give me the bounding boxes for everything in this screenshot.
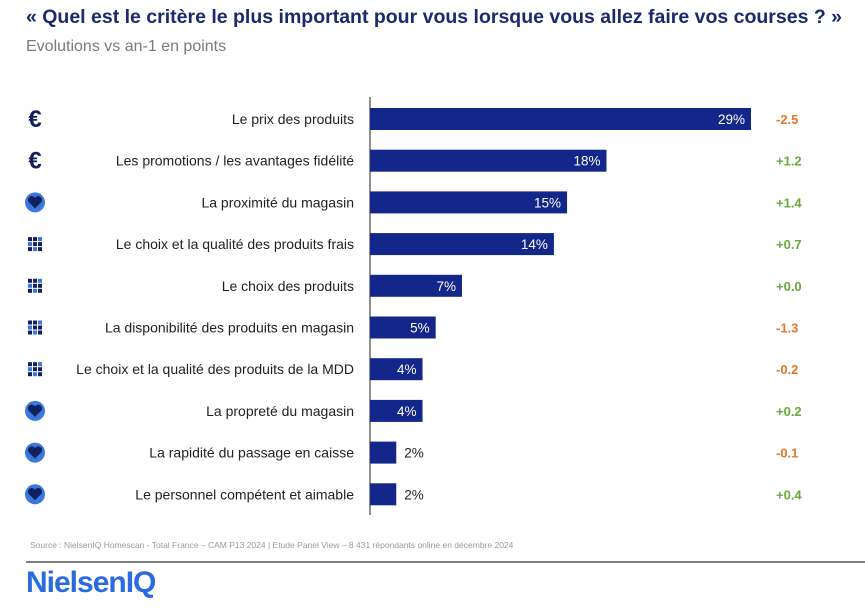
evolution-label: +0.0 bbox=[776, 279, 802, 294]
evolution-label: -0.1 bbox=[776, 446, 798, 461]
svg-text:€: € bbox=[28, 106, 41, 133]
grid-icon bbox=[28, 237, 42, 252]
category-label: Les promotions / les avantages fidélité bbox=[116, 153, 354, 169]
euro-icon: € bbox=[28, 148, 41, 175]
category-label: Le prix des produits bbox=[232, 111, 354, 127]
evolution-label: +0.4 bbox=[776, 487, 802, 502]
category-label: Le choix et la qualité des produits frai… bbox=[116, 236, 354, 252]
value-label: 4% bbox=[397, 404, 417, 419]
bar bbox=[370, 483, 397, 506]
bar bbox=[370, 441, 397, 464]
value-label: 14% bbox=[521, 237, 548, 252]
evolution-label: +0.7 bbox=[776, 237, 802, 252]
category-label: La propreté du magasin bbox=[206, 403, 354, 419]
category-label: Le personnel compétent et aimable bbox=[135, 486, 354, 502]
nielseniq-logo: NielsenIQ bbox=[26, 566, 156, 599]
bar bbox=[370, 399, 423, 422]
value-label: 2% bbox=[404, 446, 424, 461]
bar-chart: Le prix des produits 29% -2.5 € Les promotio… bbox=[25, 97, 802, 515]
value-label: 15% bbox=[534, 195, 561, 210]
bar bbox=[370, 233, 554, 256]
category-label: La proximité du magasin bbox=[201, 194, 354, 210]
evolution-label: +1.4 bbox=[776, 195, 802, 210]
value-label: 18% bbox=[573, 154, 600, 169]
bar bbox=[370, 358, 423, 381]
grid-icon bbox=[28, 278, 42, 293]
bar bbox=[370, 108, 751, 130]
value-label: 7% bbox=[436, 279, 456, 294]
evolution-label: -2.5 bbox=[776, 112, 798, 127]
bar bbox=[370, 274, 462, 297]
chart-title: « Quel est le critère le plus important … bbox=[26, 6, 843, 28]
category-label: La rapidité du passage en caisse bbox=[149, 445, 354, 461]
heart-icon bbox=[25, 192, 45, 213]
bar bbox=[370, 149, 607, 172]
grid-icon bbox=[28, 362, 42, 377]
divider bbox=[26, 561, 865, 563]
heart-icon bbox=[25, 484, 45, 505]
heart-icon bbox=[25, 442, 45, 463]
svg-text:€: € bbox=[28, 148, 41, 175]
value-label: 2% bbox=[404, 487, 424, 502]
bar bbox=[370, 191, 568, 214]
grid-icon bbox=[28, 320, 42, 335]
bar bbox=[370, 316, 436, 339]
value-label: 29% bbox=[718, 112, 745, 127]
value-label: 5% bbox=[410, 321, 430, 336]
category-label: Le choix des produits bbox=[222, 278, 354, 294]
evolution-label: -0.2 bbox=[776, 362, 798, 377]
evolution-label: +1.2 bbox=[776, 154, 802, 169]
evolution-label: -1.3 bbox=[776, 321, 798, 336]
source-note: Source : NielsenIQ Homescan - Total Fran… bbox=[30, 540, 514, 550]
category-label: La disponibilité des produits en magasin bbox=[105, 320, 354, 336]
heart-icon bbox=[25, 400, 45, 421]
euro-icon: € bbox=[28, 106, 41, 133]
value-label: 4% bbox=[397, 362, 417, 377]
chart-subtitle: Evolutions vs an-1 en points bbox=[26, 38, 227, 55]
evolution-label: +0.2 bbox=[776, 404, 802, 419]
category-label: Le choix et la qualité des produits de l… bbox=[76, 361, 354, 377]
